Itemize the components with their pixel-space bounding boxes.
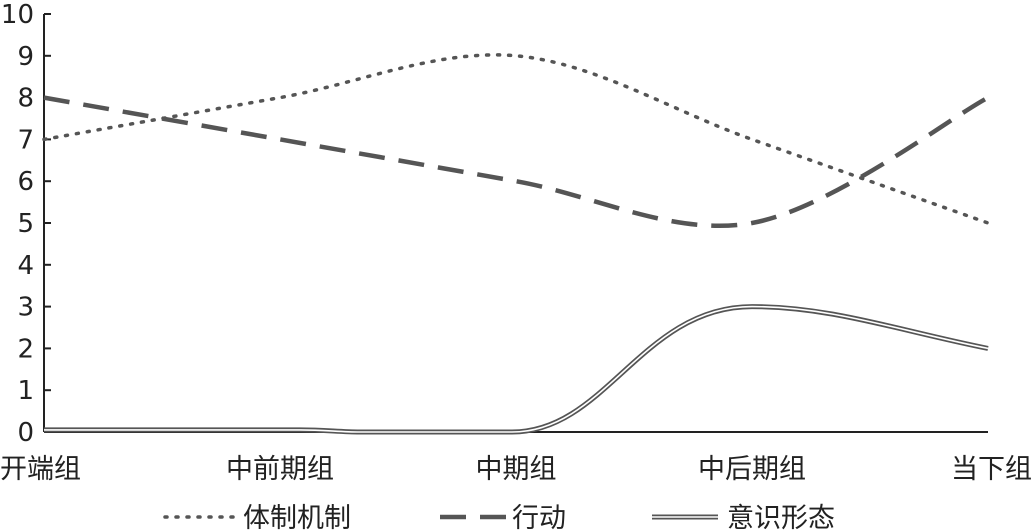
x-category-label: 当下组 [951, 454, 1032, 485]
legend: 体制机制 行动 意识形态 [163, 503, 835, 532]
x-category-label: 中前期组 [226, 454, 334, 485]
x-category-label: 中后期组 [698, 454, 806, 485]
y-ticks: 0 1 2 3 4 5 6 7 8 9 10 [1, 0, 51, 448]
y-tick-label: 5 [17, 209, 34, 239]
y-tick-label: 9 [17, 42, 34, 72]
legend-item: 行动 [440, 503, 566, 532]
y-tick-label: 8 [17, 84, 34, 114]
axes [43, 14, 988, 433]
x-category-label: 中期组 [476, 454, 557, 485]
y-tick-label: 2 [17, 334, 34, 364]
legend-label: 意识形态 [727, 503, 835, 532]
series-2 [43, 95, 990, 229]
y-tick-label: 7 [17, 125, 34, 155]
series-line-1 [42, 53, 990, 225]
y-tick-label: 4 [17, 251, 34, 281]
y-tick-label: 10 [1, 0, 34, 30]
legend-label: 行动 [512, 503, 566, 532]
x-category-label: 开端组 [0, 454, 81, 485]
y-tick-label: 1 [17, 376, 34, 406]
series-line-3 [44, 304, 989, 435]
y-tick-label: 6 [17, 167, 34, 197]
legend-label: 体制机制 [243, 503, 351, 532]
series-1 [42, 53, 990, 225]
series-line-3-inner [44, 305, 989, 433]
y-tick-label: 0 [17, 418, 34, 448]
series-lines [42, 53, 990, 435]
series-3 [44, 304, 989, 435]
legend-item: 体制机制 [163, 503, 351, 532]
y-tick-label: 3 [17, 293, 34, 323]
legend-item: 意识形态 [652, 503, 835, 532]
series-line-2 [43, 95, 990, 229]
x-category-labels: 开端组 中前期组 中期组 中后期组 当下组 [0, 454, 1032, 485]
